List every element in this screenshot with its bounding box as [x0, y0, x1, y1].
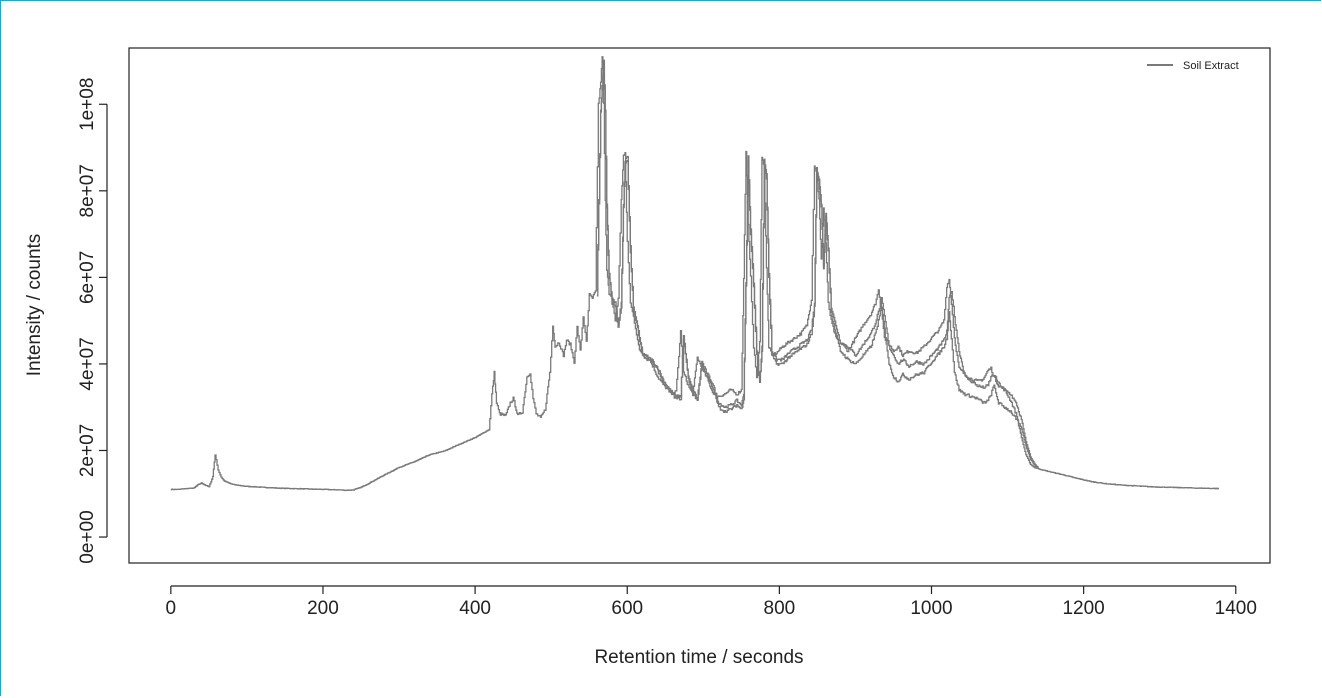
y-tick-label: 2e+07 [77, 424, 98, 477]
y-tick-label: 0e+00 [77, 510, 98, 563]
legend: Soil Extract [1147, 60, 1239, 72]
series-line-2 [596, 59, 1039, 468]
x-tick-label: 200 [307, 598, 339, 619]
x-tick-label: 1200 [1062, 598, 1104, 619]
y-tick-label: 1e+08 [77, 78, 98, 131]
x-axis: 0 200 400 600 800 1000 1200 1400 [166, 585, 1257, 619]
x-tick-label: 400 [459, 598, 491, 619]
series-line-1 [170, 56, 1219, 492]
series-group [170, 56, 1219, 492]
x-axis-title: Retention time / seconds [594, 647, 803, 668]
x-tick-label: 600 [611, 598, 643, 619]
x-tick-label: 1400 [1215, 598, 1257, 619]
y-axis: 0e+00 2e+07 4e+07 6e+07 8e+07 1e+08 [77, 78, 108, 564]
y-tick-label: 4e+07 [77, 337, 98, 390]
x-tick-label: 1000 [910, 598, 952, 619]
y-tick-label: 8e+07 [77, 164, 98, 217]
series-line-3 [596, 65, 1039, 468]
y-axis-title: Intensity / counts [24, 234, 45, 377]
x-tick-label: 0 [166, 598, 177, 619]
legend-label-soil-extract: Soil Extract [1183, 60, 1239, 72]
plot-area-border [128, 47, 1271, 564]
y-tick-label: 6e+07 [77, 251, 98, 304]
x-tick-label: 800 [764, 598, 796, 619]
